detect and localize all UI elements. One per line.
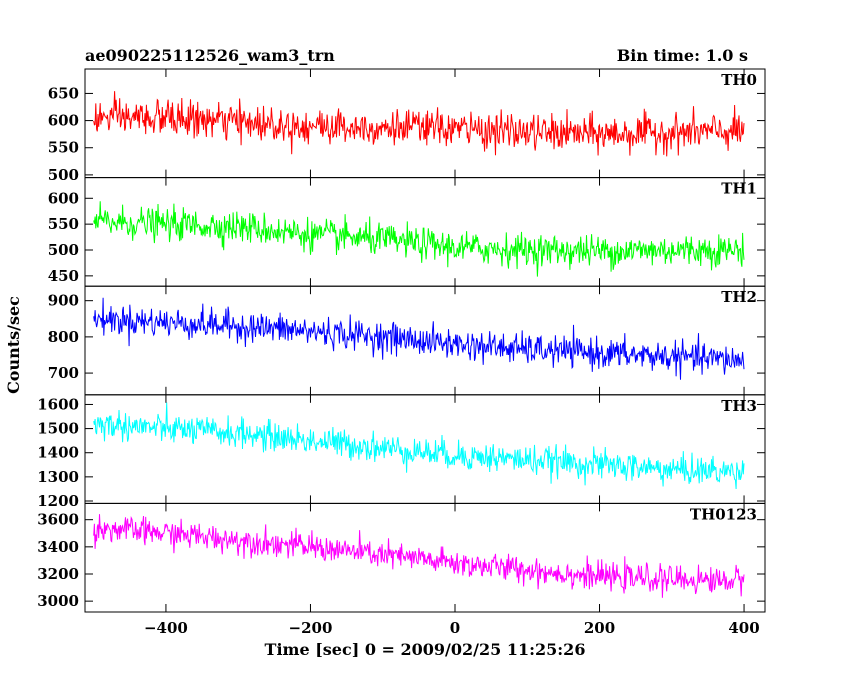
y-tick-label: 1400 (37, 444, 79, 462)
series-line-th0 (93, 91, 745, 157)
y-tick-label: 650 (48, 84, 79, 102)
y-tick-label: 3200 (37, 565, 79, 583)
panel-label-th0123: TH0123 (690, 505, 757, 523)
panel-th2: 700 800 900 TH2 (48, 285, 766, 396)
y-tick-label: 3400 (37, 538, 79, 556)
chart-title: ae090225112526_wam3_trn (85, 46, 335, 65)
x-tick-label: −400 (144, 619, 188, 637)
panel-frame (84, 177, 766, 287)
y-axis-label: Counts/sec (4, 296, 23, 394)
y-tick-label: 450 (48, 267, 79, 285)
panels-group: 500 550 600 650 TH0 450 500 550 600 TH1 700 800 900 T… (37, 68, 766, 637)
panel-frame (84, 502, 766, 613)
y-tick-label: 700 (48, 364, 79, 382)
y-tick-label: 1600 (37, 395, 79, 413)
x-tick-label: 0 (450, 619, 460, 637)
panel-label-th2: TH2 (721, 288, 757, 306)
bin-time-label: Bin time: 1.0 s (617, 46, 748, 65)
panel-label-th1: TH1 (721, 180, 757, 198)
y-tick-label: 1500 (37, 420, 79, 438)
y-tick-label: 600 (48, 189, 79, 207)
y-tick-label: 900 (48, 292, 79, 310)
panel-th3: 1200 1300 1400 1500 1600 TH3 (37, 394, 766, 510)
series-line-th3 (93, 402, 745, 490)
y-tick-label: 1200 (37, 492, 79, 510)
panel-frame (84, 394, 766, 504)
panel-th0123: 3000 3200 3400 3600 TH0123 (37, 502, 766, 613)
panel-label-th3: TH3 (721, 397, 757, 415)
y-tick-label: 3600 (37, 511, 79, 529)
x-axis-label: Time [sec] 0 = 2009/02/25 11:25:26 (265, 640, 586, 659)
x-tick-label: 200 (584, 619, 615, 637)
series-line-th0123 (93, 514, 745, 598)
x-tick-label: 400 (728, 619, 759, 637)
x-tick-label: −200 (289, 619, 333, 637)
y-tick-label: 600 (48, 112, 79, 130)
y-tick-label: 500 (48, 166, 79, 184)
y-tick-label: 3000 (37, 592, 79, 610)
y-tick-label: 550 (48, 139, 79, 157)
y-tick-label: 800 (48, 328, 79, 346)
y-tick-label: 550 (48, 215, 79, 233)
panel-th0: 500 550 600 650 TH0 (48, 68, 766, 184)
panel-th1: 450 500 550 600 TH1 (48, 177, 766, 287)
series-line-th1 (93, 201, 745, 277)
panel-frame (84, 285, 766, 396)
series-line-th2 (93, 297, 745, 380)
panel-label-th0: TH0 (721, 71, 757, 89)
y-tick-label: 1300 (37, 468, 79, 486)
y-tick-label: 500 (48, 241, 79, 259)
